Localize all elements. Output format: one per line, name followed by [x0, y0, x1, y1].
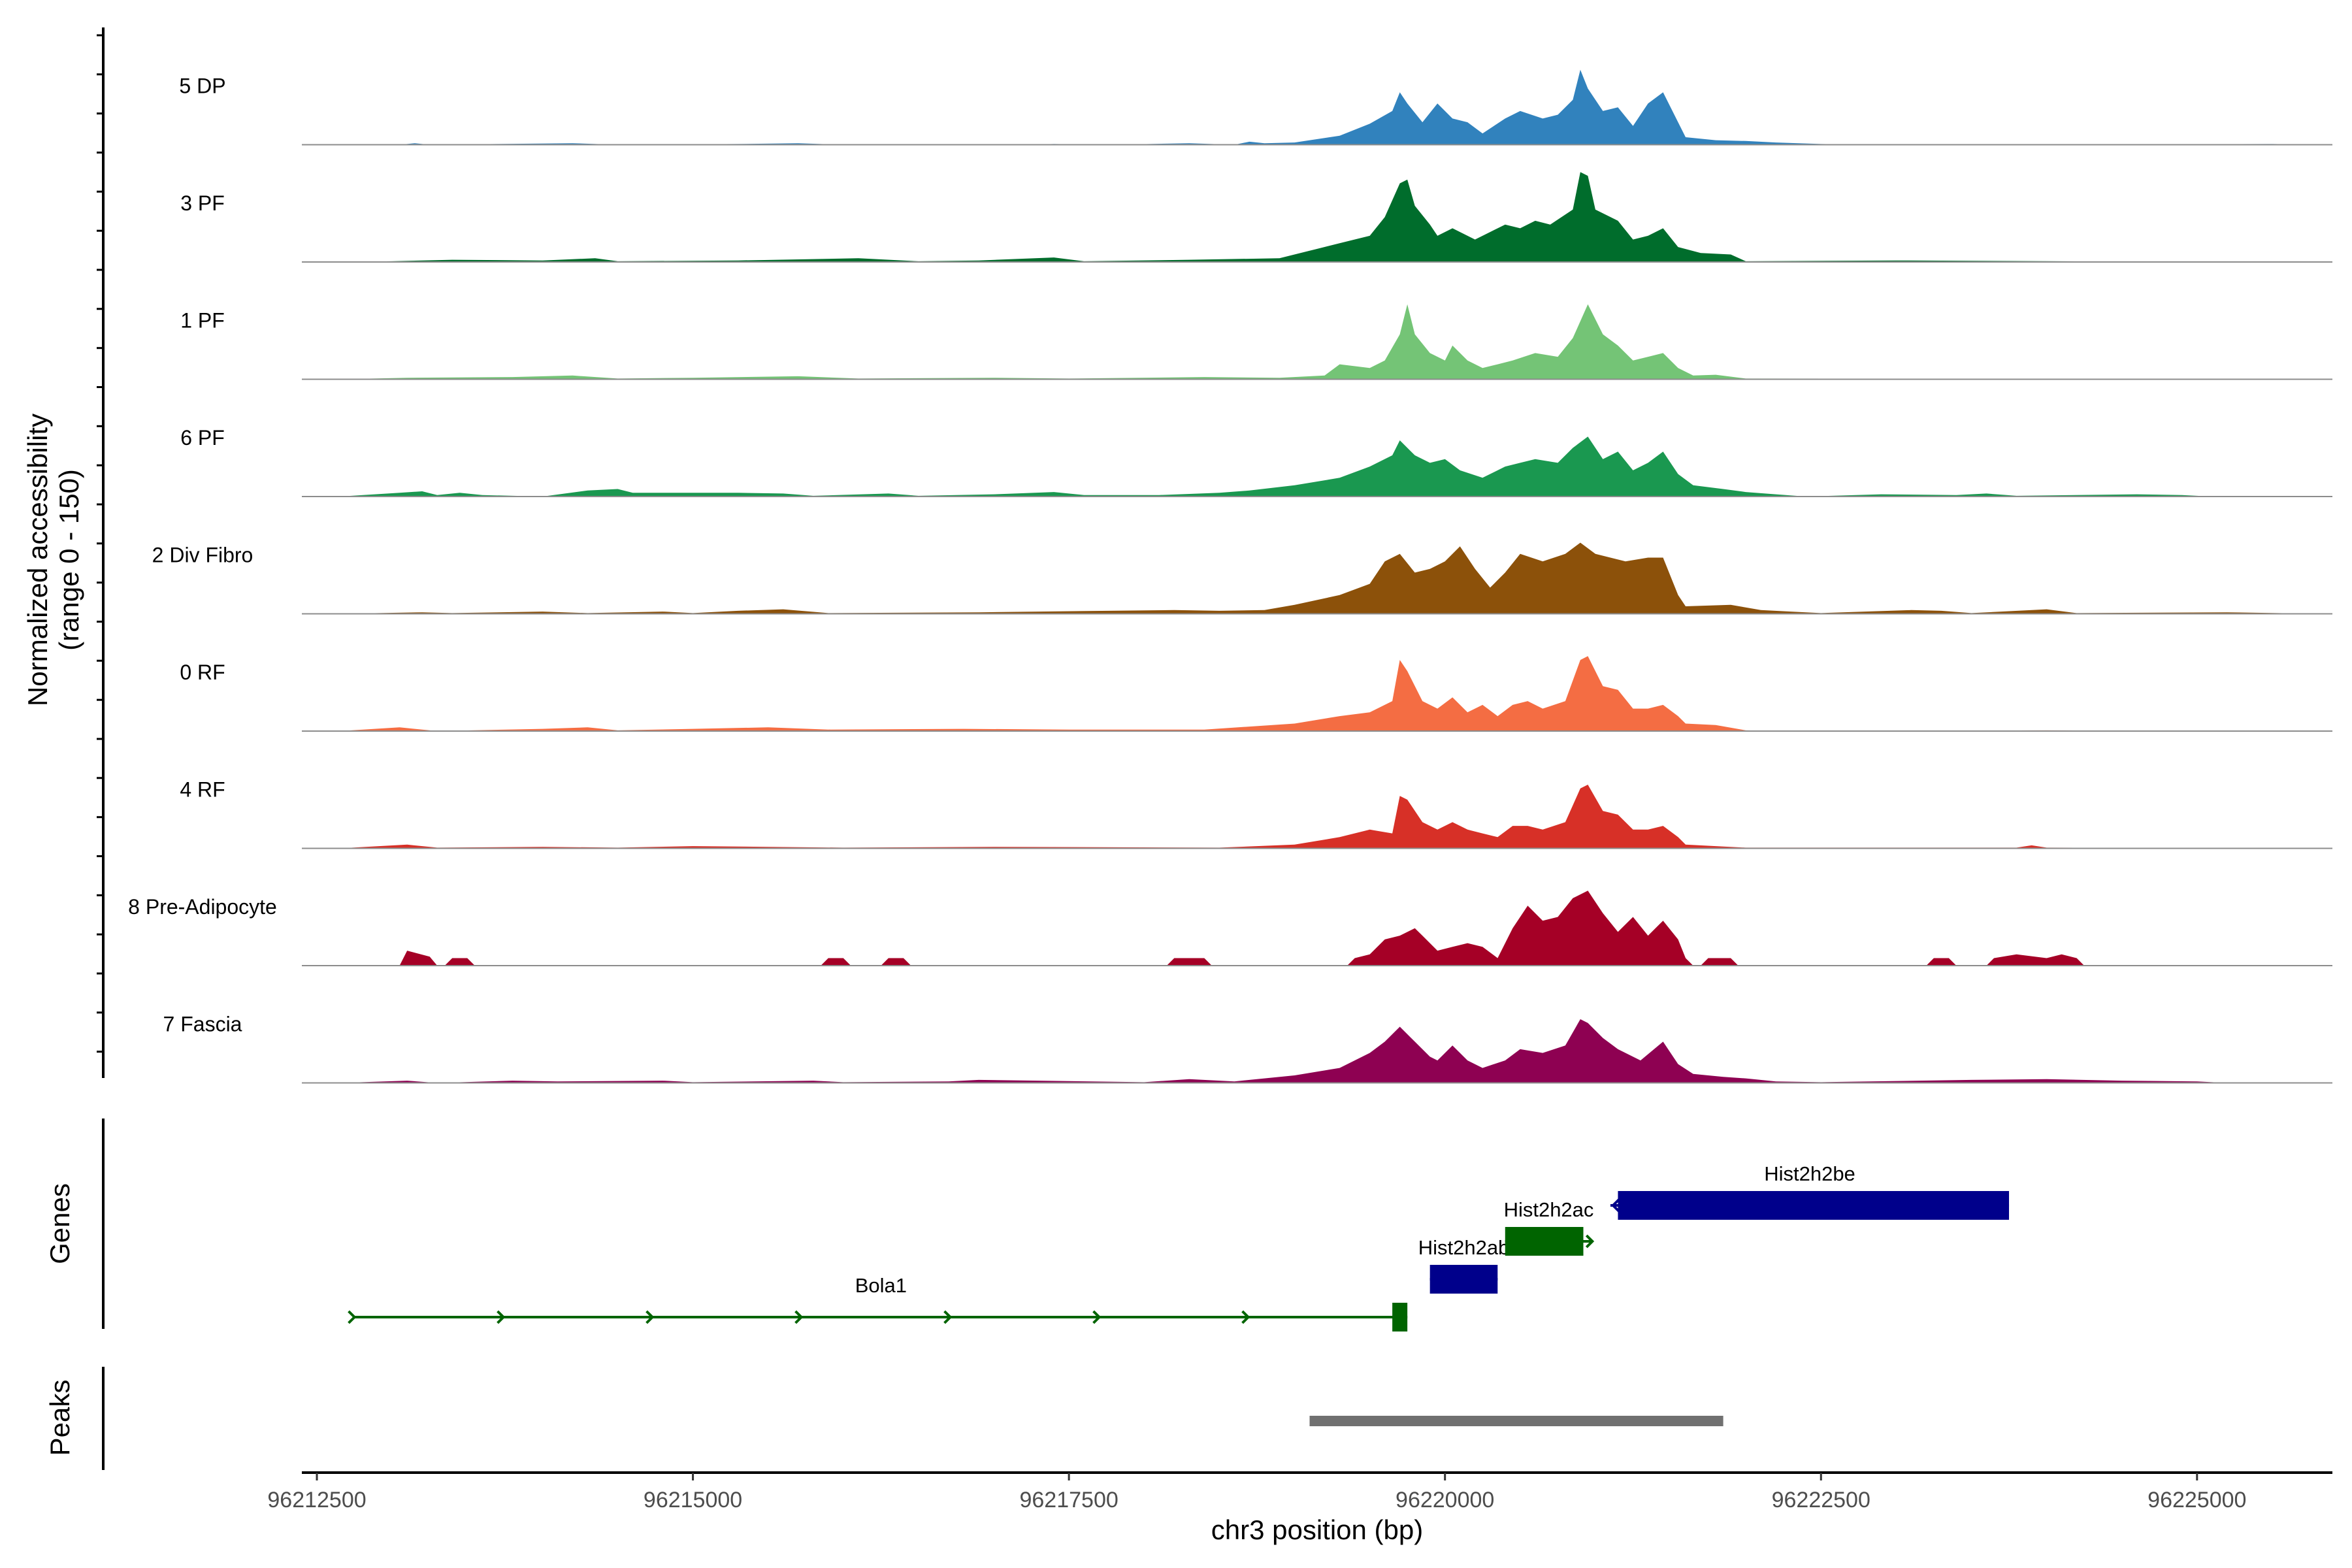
gene-exon	[1429, 1265, 1498, 1294]
y-axis-title-line2: (range 0 - 150)	[54, 469, 84, 651]
x-tick-label: 96222500	[1772, 1488, 1870, 1512]
track-label: 6 PF	[180, 426, 225, 449]
track-label: 1 PF	[180, 309, 225, 333]
strand-arrow	[348, 1310, 357, 1324]
tracks-group: 5 DP 3 PF 1 PF 6 PF 2 Div Fibro 0 RF 4 RF 8 Pre…	[128, 69, 2332, 1084]
x-axis-ticks: 96212500 96215000 96217500 96220000 96222500…	[267, 1473, 2246, 1512]
track-label: 7 Fascia	[163, 1013, 242, 1036]
gene-exon	[1392, 1303, 1408, 1331]
track-4-rf: 4 RF	[180, 778, 2332, 849]
y-axis-title-line1: Normalized accessibility	[22, 414, 53, 706]
strand-arrow	[1585, 1234, 1595, 1249]
strand-arrow	[794, 1310, 804, 1324]
strand-arrow	[645, 1310, 655, 1324]
gene-label: Hist2h2be	[1764, 1162, 1855, 1185]
gene-hist2h2ab: Hist2h2ab	[1418, 1236, 1510, 1294]
track-label: 2 Div Fibro	[152, 544, 253, 567]
x-axis-title: chr3 position (bp)	[1211, 1514, 1424, 1545]
gene-hist2h2ac: Hist2h2ac	[1504, 1198, 1595, 1256]
x-tick-label: 96215000	[644, 1488, 742, 1512]
genes-panel-label: Genes	[44, 1183, 75, 1264]
genes-group: Bola1 Hist2h2ab Hist2h2ac Hist2h2be	[348, 1162, 2010, 1331]
track-7-fascia: 7 Fascia	[163, 1013, 2332, 1084]
tracks-y-axis-ticks	[97, 34, 103, 1053]
gene-label: Hist2h2ac	[1504, 1198, 1594, 1221]
strand-arrow	[1092, 1310, 1102, 1324]
track-label: 4 RF	[180, 778, 225, 802]
gene-label: Bola1	[855, 1274, 907, 1297]
track-2-div-fibro: 2 Div Fibro	[152, 542, 2332, 615]
x-tick-label: 96225000	[2148, 1488, 2246, 1512]
coverage-area-7-fascia	[339, 1019, 2325, 1083]
track-label: 8 Pre-Adipocyte	[128, 895, 277, 919]
track-5-dp: 5 DP	[179, 69, 2332, 146]
x-tick-label: 96217500	[1019, 1488, 1118, 1512]
track-3-pf: 3 PF	[180, 172, 2332, 263]
peaks-panel-label: Peaks	[44, 1380, 75, 1456]
peak-bar	[1309, 1416, 1723, 1426]
gene-bola1: Bola1	[348, 1274, 1408, 1331]
strand-arrow	[1611, 1198, 1620, 1213]
gene-hist2h2be: Hist2h2be	[1610, 1162, 2010, 1220]
gene-label: Hist2h2ab	[1418, 1236, 1510, 1259]
strand-arrow	[943, 1310, 953, 1324]
peaks-group	[1309, 1416, 1723, 1426]
gene-exon	[1618, 1191, 2010, 1220]
track-label: 3 PF	[180, 191, 225, 215]
strand-arrow	[1241, 1310, 1250, 1324]
track-label: 0 RF	[180, 661, 225, 684]
track-6-pf: 6 PF	[180, 426, 2332, 497]
x-tick-label: 96220000	[1396, 1488, 1494, 1512]
coverage-area-6-pf	[339, 436, 2325, 497]
track-1-pf: 1 PF	[180, 304, 2332, 380]
x-tick-label: 96212500	[267, 1488, 366, 1512]
coverage-area-2-div-fibro	[339, 542, 2325, 614]
strand-arrow	[497, 1310, 506, 1324]
track-0-rf: 0 RF	[180, 656, 2332, 732]
track-8-pre-adipocyte: 8 Pre-Adipocyte	[128, 890, 2332, 966]
track-label: 5 DP	[179, 74, 225, 98]
gene-exon	[1505, 1227, 1584, 1256]
